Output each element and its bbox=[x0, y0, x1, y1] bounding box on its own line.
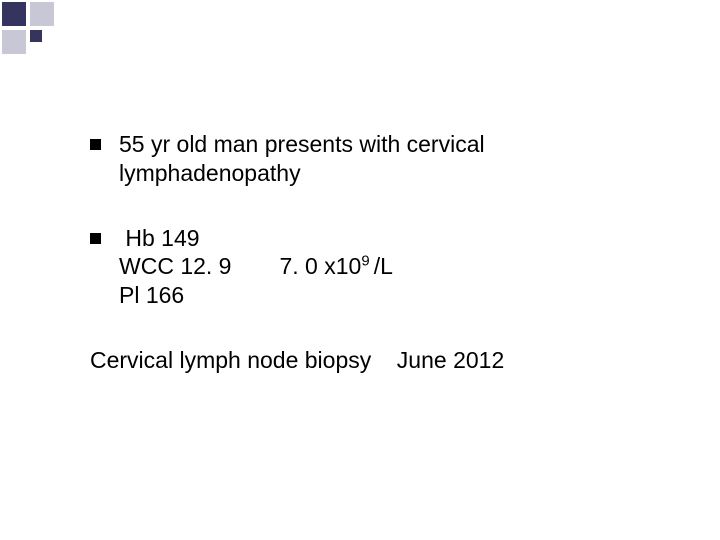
slide-content: 55 yr old man presents with cervical lym… bbox=[90, 130, 650, 375]
deco-square-1 bbox=[1, 1, 27, 27]
wcc-right-b: /L bbox=[374, 253, 393, 279]
bullet-2-text: Hb 149 WCC 12. 9 7. 0 x109 /L Pl 166 bbox=[119, 224, 650, 310]
corner-decoration bbox=[0, 0, 720, 60]
wcc-right-a: 7. 0 x10 bbox=[279, 253, 361, 279]
bullet-1-text: 55 yr old man presents with cervical lym… bbox=[119, 130, 650, 188]
bullet-1-line-2: lymphadenopathy bbox=[119, 159, 650, 188]
bullet-icon bbox=[90, 233, 101, 244]
footer-line: Cervical lymph node biopsy June 2012 bbox=[90, 346, 650, 375]
deco-square-2 bbox=[29, 1, 55, 27]
wcc-sup: 9 bbox=[361, 253, 373, 270]
hb-line: Hb 149 bbox=[119, 224, 650, 253]
bullet-item-1: 55 yr old man presents with cervical lym… bbox=[90, 130, 650, 188]
bullet-item-2: Hb 149 WCC 12. 9 7. 0 x109 /L Pl 166 bbox=[90, 224, 650, 310]
deco-square-3 bbox=[1, 29, 27, 55]
wcc-line: WCC 12. 9 7. 0 x109 /L bbox=[119, 252, 650, 281]
pl-line: Pl 166 bbox=[119, 281, 650, 310]
bullet-1-line-1: 55 yr old man presents with cervical bbox=[119, 130, 650, 159]
deco-square-4 bbox=[29, 29, 43, 43]
wcc-right: 7. 0 x109 /L bbox=[279, 252, 393, 281]
wcc-gap bbox=[231, 252, 279, 281]
wcc-label-value: WCC 12. 9 bbox=[119, 252, 231, 281]
bullet-icon bbox=[90, 139, 101, 150]
